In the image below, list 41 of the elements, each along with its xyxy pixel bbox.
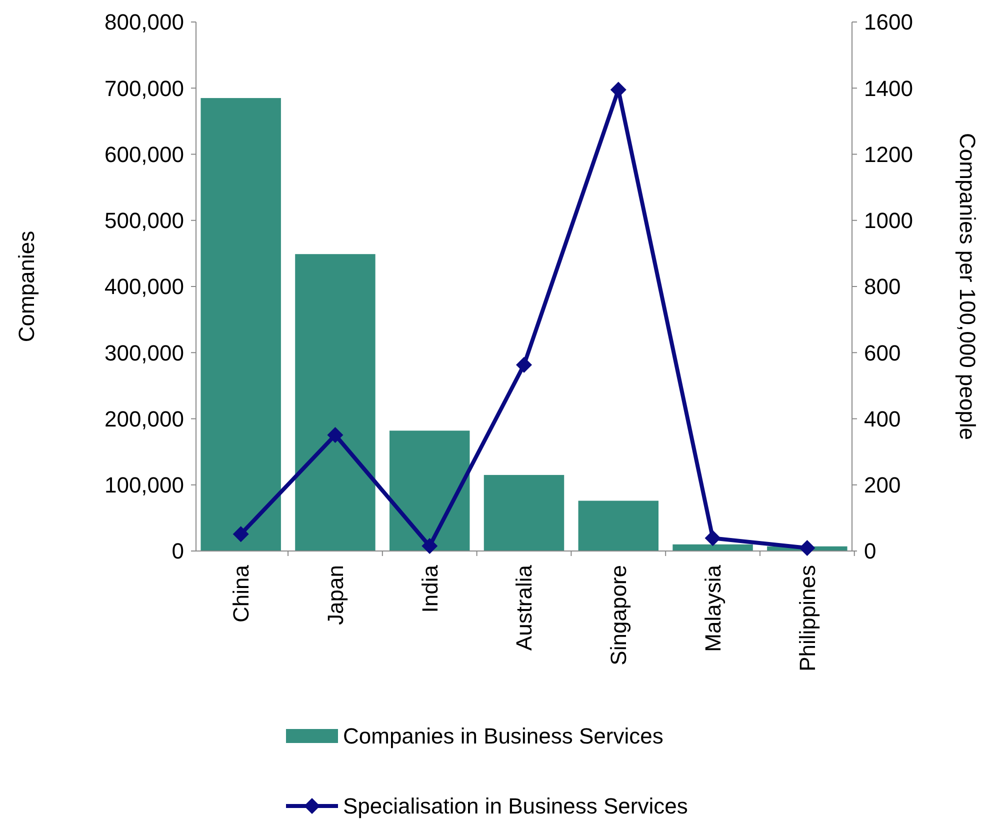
y2-tick-label: 1400 [864,76,913,101]
x-tick-label: Philippines [794,565,820,672]
point [704,530,721,546]
y2-tick-label: 1200 [864,142,913,167]
x-tick-label: Japan [322,565,348,625]
y-tick-label: 300,000 [104,340,184,366]
y-tick-label: 400,000 [104,274,184,300]
x-tick-label: Singapore [606,565,632,666]
y2-tick-label: 400 [864,406,901,432]
bar [200,98,281,551]
y2-tick-label: 1600 [864,10,913,35]
bar [578,500,659,551]
point [327,426,344,443]
y2-tick-label: 1000 [864,208,913,234]
legend-label: Specialisation in Business Services [343,794,688,819]
bar [295,254,376,551]
y2-tick-label: 600 [864,340,901,366]
y-tick-label: 800,000 [104,10,184,35]
x-tick-label: Australia [512,564,537,651]
y2-tick-label: 800 [864,274,901,300]
legend-label: Companies in Business Services [343,724,664,749]
y-tick-label: 500,000 [104,208,184,234]
x-tick-label: Malaysia [700,564,726,652]
y-tick-label: 700,000 [104,76,184,101]
y2-axis-title: Companies per 100,000 people [955,132,980,440]
x-tick-label: China [228,564,254,622]
y-tick-label: 200,000 [104,406,184,432]
y-axis-title: Companies [14,230,39,342]
bar [484,474,564,551]
bar [389,430,470,551]
y-tick-label: 0 [172,538,184,564]
y-tick-label: 600,000 [104,142,184,167]
bar [672,544,753,551]
point [516,356,532,373]
point [232,526,249,542]
point [799,540,816,556]
y2-tick-label: 200 [864,472,901,498]
x-tick-label: India [417,564,442,613]
point [422,538,438,554]
y2-tick-label: 0 [864,538,876,564]
y-tick-label: 100,000 [104,472,184,498]
